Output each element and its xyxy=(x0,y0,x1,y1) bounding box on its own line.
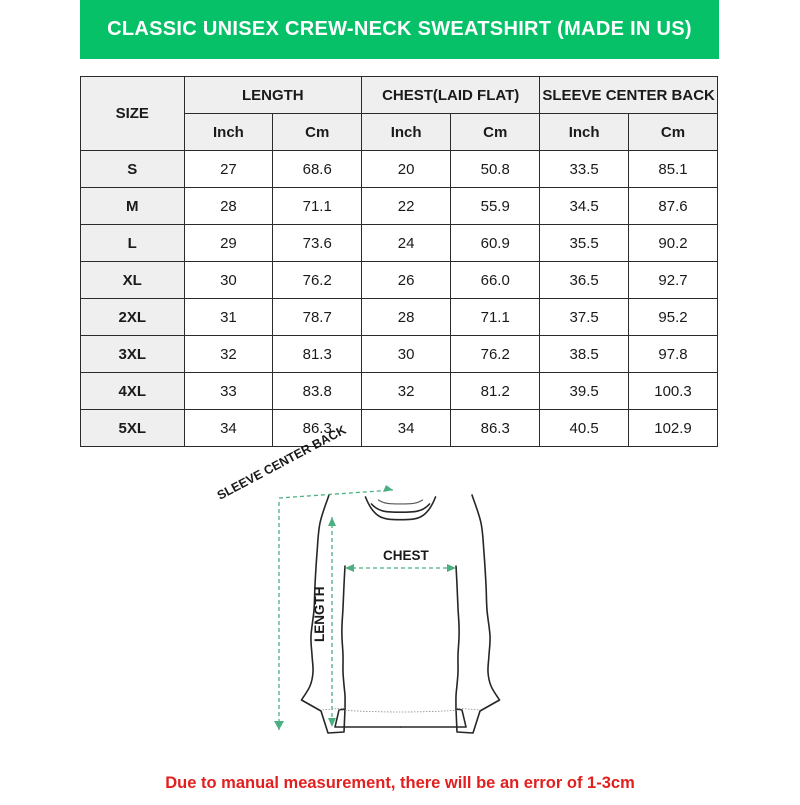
svg-text:CHEST: CHEST xyxy=(383,548,430,563)
svg-text:SLEEVE CENTER BACK: SLEEVE CENTER BACK xyxy=(215,423,349,503)
svg-text:LENGTH: LENGTH xyxy=(312,587,327,643)
